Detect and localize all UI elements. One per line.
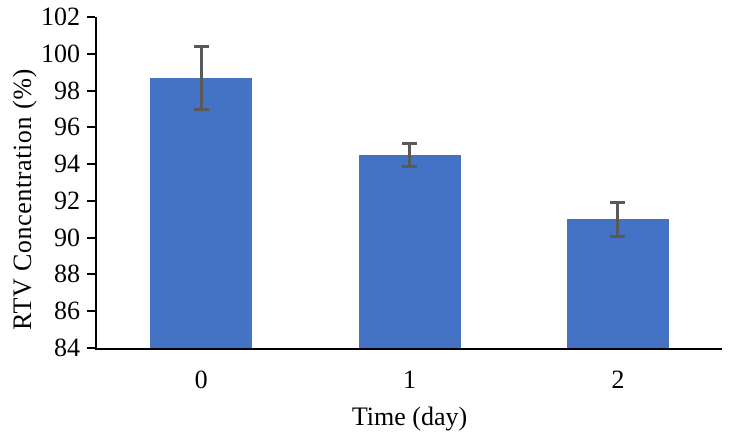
error-bar-cap-top	[402, 142, 417, 146]
y-tick-mark	[87, 236, 95, 239]
x-tick-label: 0	[194, 365, 208, 394]
y-tick-label: 86	[54, 296, 80, 326]
error-bar-cap-top	[193, 44, 209, 48]
y-tick-mark	[87, 16, 95, 18]
bar	[358, 154, 461, 348]
y-tick-label: 90	[54, 222, 80, 252]
y-tick-mark	[87, 199, 95, 202]
y-tick-label: 100	[41, 38, 80, 68]
x-axis-line	[95, 348, 722, 350]
y-tick-mark	[87, 273, 95, 276]
x-axis-title: Time (day)	[351, 402, 468, 431]
y-tick-mark	[87, 310, 95, 313]
y-tick-mark	[87, 126, 95, 129]
y-tick-label: 102	[41, 2, 80, 31]
y-tick-label: 96	[54, 112, 80, 142]
y-tick-mark	[87, 52, 95, 55]
error-bar-cap-bottom	[402, 164, 417, 168]
y-tick-mark	[87, 89, 95, 92]
y-tick-label: 92	[54, 185, 80, 215]
y-tick-mark	[87, 163, 95, 166]
error-bar-cap-bottom	[610, 234, 626, 238]
x-tick-label: 2	[611, 365, 625, 394]
y-tick-label: 94	[54, 149, 80, 179]
y-tick-mark	[87, 347, 95, 349]
error-bar-cap-bottom	[193, 107, 209, 111]
bar	[150, 77, 253, 348]
y-tick-label: 98	[54, 75, 80, 105]
error-bar-line	[199, 44, 203, 111]
y-tick-label: 84	[54, 333, 80, 362]
y-tick-label: 88	[54, 259, 80, 289]
error-bar-cap-top	[610, 200, 626, 204]
y-axis-line	[95, 17, 97, 350]
x-tick-label: 1	[403, 365, 416, 394]
error-bar-line	[616, 200, 620, 238]
bar	[566, 219, 669, 348]
error-bar-line	[408, 142, 411, 168]
